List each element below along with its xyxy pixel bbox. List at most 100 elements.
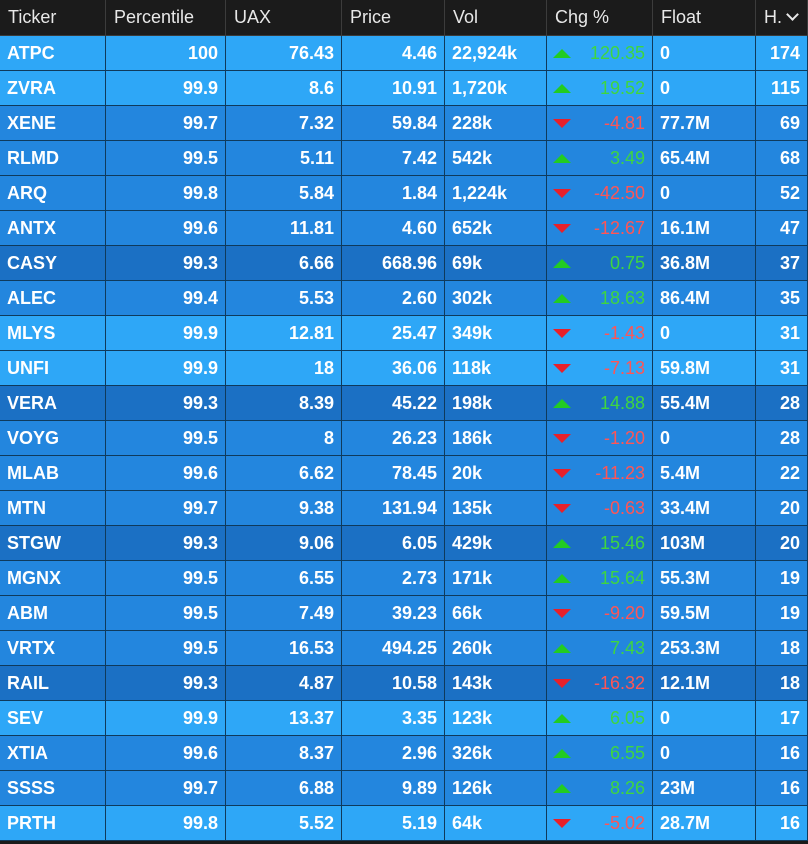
cell-price: 45.22 bbox=[342, 386, 445, 421]
cell-float: 0 bbox=[653, 71, 756, 106]
cell-ticker: ABM bbox=[0, 596, 106, 631]
cell-chg-pct: -9.20 bbox=[547, 596, 653, 631]
chevron-down-icon[interactable] bbox=[786, 8, 799, 21]
cell-chg-pct: -1.20 bbox=[547, 421, 653, 456]
cell-h: 31 bbox=[756, 316, 808, 351]
cell-vol: 123k bbox=[445, 701, 547, 736]
table-row[interactable]: ANTX 99.6 11.81 4.60 652k -12.67 16.1M 47 bbox=[0, 211, 808, 246]
table-row[interactable]: ZVRA 99.9 8.6 10.91 1,720k 19.52 0 115 bbox=[0, 71, 808, 106]
table-row[interactable]: RLMD 99.5 5.11 7.42 542k 3.49 65.4M 68 bbox=[0, 141, 808, 176]
chg-value: -5.02 bbox=[603, 813, 645, 833]
table-row[interactable]: XTIA 99.6 8.37 2.96 326k 6.55 0 16 bbox=[0, 736, 808, 771]
cell-vol: 542k bbox=[445, 141, 547, 176]
table-row[interactable]: ABM 99.5 7.49 39.23 66k -9.20 59.5M 19 bbox=[0, 596, 808, 631]
cell-float: 23M bbox=[653, 771, 756, 806]
column-header-price[interactable]: Price bbox=[342, 0, 445, 35]
column-header-vol[interactable]: Vol bbox=[445, 0, 547, 35]
cell-price: 494.25 bbox=[342, 631, 445, 666]
table-row[interactable]: MGNX 99.5 6.55 2.73 171k 15.64 55.3M 19 bbox=[0, 561, 808, 596]
cell-price: 26.23 bbox=[342, 421, 445, 456]
arrow-down-icon bbox=[553, 679, 571, 688]
chg-value: -4.81 bbox=[603, 113, 645, 133]
cell-chg-pct: 14.88 bbox=[547, 386, 653, 421]
column-header-uax[interactable]: UAX bbox=[226, 0, 342, 35]
table-row[interactable]: SEV 99.9 13.37 3.35 123k 6.05 0 17 bbox=[0, 701, 808, 736]
cell-price: 6.05 bbox=[342, 526, 445, 561]
cell-percentile: 99.7 bbox=[106, 771, 226, 806]
cell-ticker: SSSS bbox=[0, 771, 106, 806]
cell-uax: 13.37 bbox=[226, 701, 342, 736]
cell-chg-pct: -16.32 bbox=[547, 666, 653, 701]
arrow-up-icon bbox=[553, 399, 571, 408]
table-row[interactable]: MLYS 99.9 12.81 25.47 349k -1.43 0 31 bbox=[0, 316, 808, 351]
cell-h: 18 bbox=[756, 666, 808, 701]
table-row[interactable]: PRTH 99.8 5.52 5.19 64k -5.02 28.7M 16 bbox=[0, 806, 808, 841]
cell-ticker: ALEC bbox=[0, 281, 106, 316]
arrow-down-icon bbox=[553, 819, 571, 828]
cell-percentile: 99.5 bbox=[106, 421, 226, 456]
cell-float: 103M bbox=[653, 526, 756, 561]
chg-value: -11.23 bbox=[595, 463, 645, 483]
table-row[interactable]: UNFI 99.9 18 36.06 118k -7.13 59.8M 31 bbox=[0, 351, 808, 386]
cell-h: 19 bbox=[756, 561, 808, 596]
cell-h: 16 bbox=[756, 806, 808, 841]
cell-float: 0 bbox=[653, 176, 756, 211]
cell-uax: 76.43 bbox=[226, 36, 342, 71]
cell-h: 19 bbox=[756, 596, 808, 631]
table-row[interactable]: ARQ 99.8 5.84 1.84 1,224k -42.50 0 52 bbox=[0, 176, 808, 211]
cell-chg-pct: 120.35 bbox=[547, 36, 653, 71]
cell-float: 0 bbox=[653, 36, 756, 71]
cell-vol: 64k bbox=[445, 806, 547, 841]
cell-uax: 8.37 bbox=[226, 736, 342, 771]
cell-ticker: VOYG bbox=[0, 421, 106, 456]
table-row[interactable]: VRTX 99.5 16.53 494.25 260k 7.43 253.3M 18 bbox=[0, 631, 808, 666]
arrow-down-icon bbox=[553, 434, 571, 443]
table-row[interactable]: ALEC 99.4 5.53 2.60 302k 18.63 86.4M 35 bbox=[0, 281, 808, 316]
table-row[interactable]: XENE 99.7 7.32 59.84 228k -4.81 77.7M 69 bbox=[0, 106, 808, 141]
cell-uax: 5.84 bbox=[226, 176, 342, 211]
arrow-up-icon bbox=[553, 49, 571, 58]
chg-value: 120.35 bbox=[589, 43, 645, 63]
table-row[interactable]: MLAB 99.6 6.62 78.45 20k -11.23 5.4M 22 bbox=[0, 456, 808, 491]
cell-h: 37 bbox=[756, 246, 808, 281]
cell-percentile: 99.3 bbox=[106, 526, 226, 561]
cell-vol: 126k bbox=[445, 771, 547, 806]
column-header-ticker[interactable]: Ticker bbox=[0, 0, 106, 35]
cell-uax: 8.39 bbox=[226, 386, 342, 421]
table-row[interactable]: CASY 99.3 6.66 668.96 69k 0.75 36.8M 37 bbox=[0, 246, 808, 281]
cell-percentile: 99.9 bbox=[106, 71, 226, 106]
table-row[interactable]: MTN 99.7 9.38 131.94 135k -0.63 33.4M 20 bbox=[0, 491, 808, 526]
cell-h: 17 bbox=[756, 701, 808, 736]
table-row[interactable]: VERA 99.3 8.39 45.22 198k 14.88 55.4M 28 bbox=[0, 386, 808, 421]
cell-price: 78.45 bbox=[342, 456, 445, 491]
table-row[interactable]: VOYG 99.5 8 26.23 186k -1.20 0 28 bbox=[0, 421, 808, 456]
cell-chg-pct: 6.05 bbox=[547, 701, 653, 736]
cell-vol: 186k bbox=[445, 421, 547, 456]
column-header-float[interactable]: Float bbox=[653, 0, 756, 35]
cell-uax: 8.6 bbox=[226, 71, 342, 106]
cell-vol: 69k bbox=[445, 246, 547, 281]
column-header-chg-pct[interactable]: Chg % bbox=[547, 0, 653, 35]
cell-float: 16.1M bbox=[653, 211, 756, 246]
cell-vol: 171k bbox=[445, 561, 547, 596]
cell-uax: 6.88 bbox=[226, 771, 342, 806]
column-header-h[interactable]: H. bbox=[756, 0, 808, 35]
cell-vol: 135k bbox=[445, 491, 547, 526]
cell-vol: 1,224k bbox=[445, 176, 547, 211]
arrow-up-icon bbox=[553, 574, 571, 583]
cell-float: 28.7M bbox=[653, 806, 756, 841]
table-row[interactable]: RAIL 99.3 4.87 10.58 143k -16.32 12.1M 18 bbox=[0, 666, 808, 701]
cell-price: 4.60 bbox=[342, 211, 445, 246]
cell-price: 2.60 bbox=[342, 281, 445, 316]
table-row[interactable]: SSSS 99.7 6.88 9.89 126k 8.26 23M 16 bbox=[0, 771, 808, 806]
cell-uax: 12.81 bbox=[226, 316, 342, 351]
table-row[interactable]: STGW 99.3 9.06 6.05 429k 15.46 103M 20 bbox=[0, 526, 808, 561]
column-header-percentile[interactable]: Percentile bbox=[106, 0, 226, 35]
cell-vol: 228k bbox=[445, 106, 547, 141]
cell-h: 20 bbox=[756, 526, 808, 561]
table-row[interactable]: ATPC 100 76.43 4.46 22,924k 120.35 0 174 bbox=[0, 36, 808, 71]
cell-vol: 326k bbox=[445, 736, 547, 771]
cell-ticker: MLAB bbox=[0, 456, 106, 491]
cell-vol: 198k bbox=[445, 386, 547, 421]
